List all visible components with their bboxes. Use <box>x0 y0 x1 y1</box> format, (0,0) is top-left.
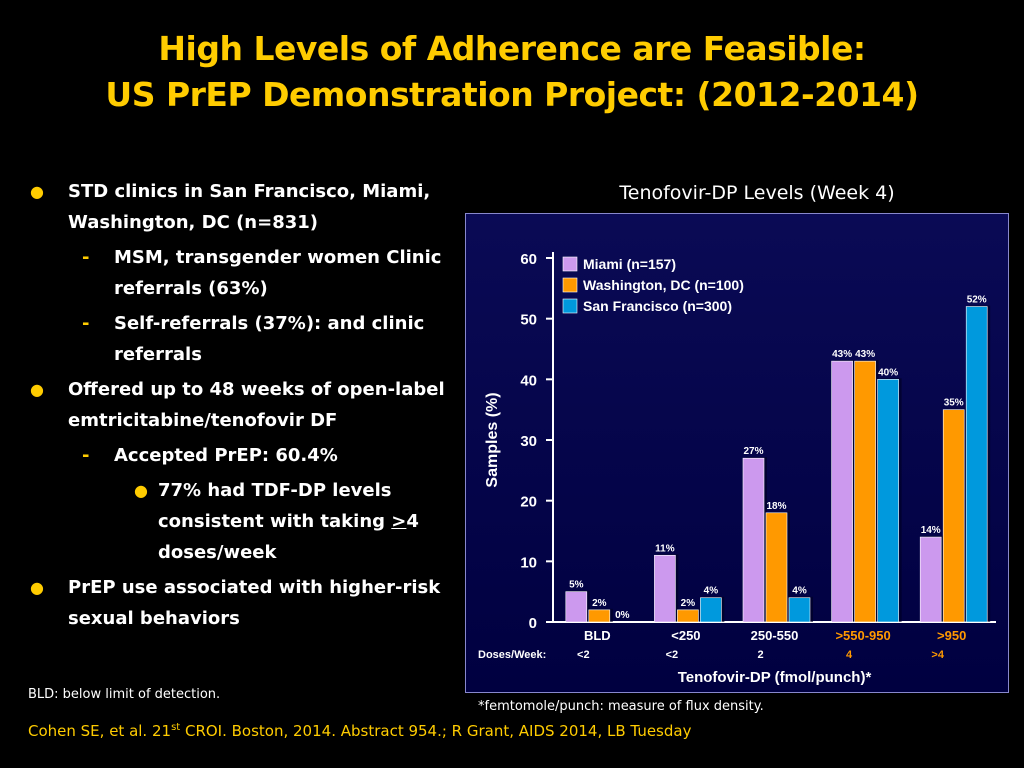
y-tick-label: 30 <box>520 433 537 450</box>
data-label: 2% <box>592 598 607 609</box>
bullet-text: STD clinics in San Francisco, Miami, Was… <box>68 181 431 233</box>
legend-label: Washington, DC (n=100) <box>583 277 744 293</box>
citation-superscript: st <box>171 722 181 733</box>
y-tick-label: 60 <box>520 251 537 268</box>
sub-bullet-item: - Accepted PrEP: 60.4% <box>28 440 468 471</box>
data-label: 43% <box>832 349 852 360</box>
doses-value: <2 <box>577 649 590 661</box>
bullet-text-pre: 77% had TDF-DP levels consistent with ta… <box>158 480 392 532</box>
bar <box>965 306 988 623</box>
bar <box>788 597 811 623</box>
data-label: 0% <box>615 610 630 621</box>
bullet-item: ● Offered up to 48 weeks of open-label e… <box>28 374 468 436</box>
bar <box>565 591 588 623</box>
bullet-item: ● PrEP use associated with higher-risk s… <box>28 572 468 634</box>
sub-bullet-item: - MSM, transgender women Clinic referral… <box>28 242 468 304</box>
x-tick-label: >950 <box>937 628 966 643</box>
x-axis-label: Tenofovir-DP (fmol/punch)* <box>678 669 872 686</box>
dash-marker-icon: - <box>82 313 90 334</box>
title-line-1: High Levels of Adherence are Feasible: <box>158 29 866 68</box>
bar <box>677 609 699 623</box>
bullet-text: Accepted PrEP: 60.4% <box>114 445 338 466</box>
citation-text-post: CROI. Boston, 2014. Abstract 954.; R Gra… <box>180 722 692 740</box>
sub-sub-bullet-item: ● 77% had TDF-DP levels consistent with … <box>28 475 468 568</box>
bar-chart: 0 10 20 30 40 50 60 Samples (%) 5% 2% 0% BLD <2 11% 2%… <box>478 251 996 686</box>
bullet-marker-icon: ● <box>134 481 148 500</box>
bar <box>877 379 899 623</box>
data-label: 4% <box>704 586 719 597</box>
y-tick-label: 0 <box>529 615 537 632</box>
citation: Cohen SE, et al. 21st CROI. Boston, 2014… <box>28 722 691 740</box>
data-label: 14% <box>921 525 941 536</box>
x-tick-label: <250 <box>671 628 700 643</box>
bar <box>919 536 942 623</box>
chart-panel: 0 10 20 30 40 50 60 Samples (%) 5% 2% 0% BLD <2 11% 2%… <box>465 213 1009 693</box>
data-label: 27% <box>743 446 763 457</box>
bullet-text: MSM, transgender women Clinic referrals … <box>114 247 442 299</box>
data-label: 52% <box>967 295 987 306</box>
doses-value: 2 <box>757 649 763 661</box>
bar <box>654 554 676 623</box>
bar <box>765 512 788 623</box>
bar <box>854 360 876 623</box>
legend-label: Miami (n=157) <box>583 256 676 272</box>
bullet-list: ● STD clinics in San Francisco, Miami, W… <box>28 176 468 638</box>
bullet-marker-icon: ● <box>30 182 44 201</box>
doses-value: 4 <box>846 649 853 661</box>
legend-swatch <box>562 277 578 293</box>
flux-footnote: *femtomole/punch: measure of flux densit… <box>478 699 764 714</box>
data-label: 18% <box>766 501 786 512</box>
slide-title: High Levels of Adherence are Feasible: U… <box>0 26 1024 118</box>
bld-footnote: BLD: below limit of detection. <box>28 687 221 702</box>
doses-value: >4 <box>931 649 944 661</box>
sub-bullet-item: - Self-referrals (37%): and clinic refer… <box>28 308 468 370</box>
bullet-item: ● STD clinics in San Francisco, Miami, W… <box>28 176 468 238</box>
doses-row-label: Doses/Week: <box>478 649 546 661</box>
bar <box>942 409 965 623</box>
bar <box>742 457 765 623</box>
chart-title: Tenofovir-DP Levels (Week 4) <box>619 182 895 204</box>
legend-swatch <box>562 298 578 314</box>
x-tick-label: >550-950 <box>835 628 890 643</box>
y-tick-label: 50 <box>520 312 537 329</box>
underlined-greater-than: > <box>391 511 407 532</box>
data-label: 43% <box>855 349 875 360</box>
doses-value: <2 <box>666 649 679 661</box>
dash-marker-icon: - <box>82 445 90 466</box>
data-label: 5% <box>569 580 584 591</box>
bar <box>588 609 611 623</box>
data-label: 2% <box>681 598 696 609</box>
dash-marker-icon: - <box>82 247 90 268</box>
data-label: 35% <box>944 398 964 409</box>
bar <box>831 360 853 623</box>
bullet-text: Offered up to 48 weeks of open-label emt… <box>68 379 445 431</box>
data-label: 11% <box>655 543 675 554</box>
x-tick-label: BLD <box>584 628 611 643</box>
y-tick-label: 40 <box>520 372 537 389</box>
bullet-marker-icon: ● <box>30 380 44 399</box>
citation-text-pre: Cohen SE, et al. 21 <box>28 722 172 740</box>
title-line-2: US PrEP Demonstration Project: (2012-201… <box>105 75 919 114</box>
data-label: 40% <box>878 367 898 378</box>
legend-label: San Francisco (n=300) <box>583 298 732 314</box>
bullet-text: Self-referrals (37%): and clinic referra… <box>114 313 425 365</box>
bullet-text: PrEP use associated with higher-risk sex… <box>68 577 441 629</box>
y-tick-label: 20 <box>520 494 537 511</box>
data-label: 4% <box>792 586 807 597</box>
legend-swatch <box>562 256 578 272</box>
bullet-text-post: 4 doses/week <box>158 511 419 563</box>
y-tick-label: 10 <box>520 554 537 571</box>
x-tick-label: 250-550 <box>751 628 799 643</box>
y-axis-label: Samples (%) <box>484 392 501 487</box>
bullet-marker-icon: ● <box>30 578 44 597</box>
bar <box>700 597 722 623</box>
